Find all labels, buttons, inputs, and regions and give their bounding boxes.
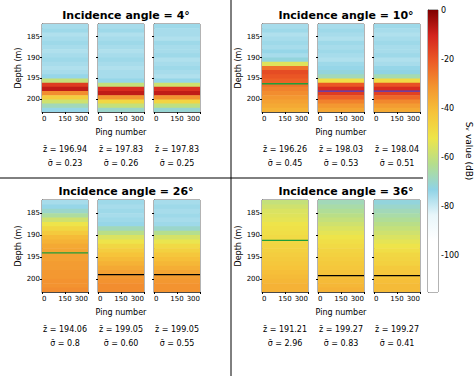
svg-text:150: 150 [390,115,403,123]
svg-text:z̄ = 194.06: z̄ = 194.06 [43,325,87,334]
svg-text:-80: -80 [441,202,454,211]
svg-text:Ping number: Ping number [316,128,367,137]
svg-text:190: 190 [27,231,40,239]
svg-text:195: 195 [247,74,260,82]
svg-text:300: 300 [351,295,364,303]
svg-text:Incidence angle = 26°: Incidence angle = 26° [58,185,193,198]
svg-text:0: 0 [441,6,446,15]
svg-text:300: 300 [75,295,88,303]
svg-text:0: 0 [262,115,266,123]
svg-text:Incidence angle = 36°: Incidence angle = 36° [278,185,413,198]
svg-text:300: 300 [187,295,200,303]
svg-text:σ̄ = 0.51: σ̄ = 0.51 [380,159,415,168]
svg-text:σ̄ = 0.25: σ̄ = 0.25 [160,159,195,168]
svg-text:Ping number: Ping number [96,308,147,317]
svg-text:195: 195 [247,253,260,261]
svg-text:σ̄ = 0.45: σ̄ = 0.45 [268,159,303,168]
svg-text:-40: -40 [441,104,454,113]
svg-text:190: 190 [247,54,260,62]
svg-text:0: 0 [154,115,158,123]
svg-text:z̄ = 198.04: z̄ = 198.04 [375,145,419,154]
svg-text:150: 150 [114,115,127,123]
svg-text:Depth (m): Depth (m) [14,48,23,89]
svg-text:0: 0 [42,295,46,303]
svg-text:200: 200 [247,275,260,283]
svg-text:0: 0 [154,295,158,303]
svg-text:150: 150 [58,295,71,303]
svg-text:-60: -60 [441,153,454,162]
svg-text:300: 300 [131,115,144,123]
svg-text:300: 300 [295,295,308,303]
svg-text:Incidence angle = 10°: Incidence angle = 10° [278,9,413,22]
svg-text:150: 150 [278,295,291,303]
svg-text:σ̄ = 0.83: σ̄ = 0.83 [324,339,359,348]
svg-text:190: 190 [27,54,40,62]
svg-text:σ̄ = 0.23: σ̄ = 0.23 [48,159,83,168]
svg-text:185: 185 [27,209,40,217]
svg-text:z̄ = 196.26: z̄ = 196.26 [263,145,307,154]
svg-text:0: 0 [42,115,46,123]
svg-text:300: 300 [187,115,200,123]
svg-text:0: 0 [262,295,266,303]
svg-text:195: 195 [27,74,40,82]
svg-text:0: 0 [98,295,102,303]
svg-text:300: 300 [407,115,420,123]
svg-text:300: 300 [351,115,364,123]
svg-text:200: 200 [247,95,260,103]
svg-text:150: 150 [114,295,127,303]
svg-text:300: 300 [407,295,420,303]
svg-text:σ̄ = 0.60: σ̄ = 0.60 [104,339,139,348]
svg-text:185: 185 [27,33,40,41]
svg-text:σ̄ = 0.41: σ̄ = 0.41 [380,339,415,348]
svg-text:z̄ = 199.05: z̄ = 199.05 [99,325,143,334]
svg-text:150: 150 [390,295,403,303]
svg-text:0: 0 [318,115,322,123]
svg-text:z̄ = 191.21: z̄ = 191.21 [263,325,307,334]
svg-text:Depth (m): Depth (m) [234,48,243,89]
svg-text:Depth (m): Depth (m) [234,226,243,267]
svg-text:0: 0 [98,115,102,123]
svg-text:0: 0 [374,295,378,303]
svg-text:z̄ = 197.83: z̄ = 197.83 [155,145,199,154]
svg-text:-20: -20 [441,55,454,64]
svg-text:150: 150 [334,115,347,123]
svg-text:σ̄ = 0.53: σ̄ = 0.53 [324,159,359,168]
svg-text:150: 150 [170,295,183,303]
svg-text:300: 300 [131,295,144,303]
svg-text:0: 0 [374,115,378,123]
svg-text:150: 150 [58,115,71,123]
svg-text:z̄ = 199.27: z̄ = 199.27 [375,325,419,334]
svg-text:300: 300 [295,115,308,123]
svg-text:185: 185 [247,209,260,217]
svg-text:195: 195 [27,253,40,261]
svg-text:σ̄ = 0.26: σ̄ = 0.26 [104,159,139,168]
svg-text:σ̄ = 0.55: σ̄ = 0.55 [160,339,195,348]
svg-text:300: 300 [75,115,88,123]
svg-text:Incidence angle = 4°: Incidence angle = 4° [62,9,190,22]
svg-text:200: 200 [27,95,40,103]
svg-text:0: 0 [318,295,322,303]
svg-text:200: 200 [27,275,40,283]
svg-text:Sᵥ value (dB): Sᵥ value (dB) [464,122,474,181]
svg-text:190: 190 [247,231,260,239]
svg-text:Ping number: Ping number [96,128,147,137]
svg-text:z̄ = 197.83: z̄ = 197.83 [99,145,143,154]
svg-text:z̄ = 198.03: z̄ = 198.03 [319,145,363,154]
svg-text:150: 150 [278,115,291,123]
svg-text:Ping number: Ping number [316,308,367,317]
svg-text:Depth (m): Depth (m) [14,226,23,267]
svg-text:z̄ = 199.27: z̄ = 199.27 [319,325,363,334]
svg-text:185: 185 [247,33,260,41]
svg-text:z̄ = 196.94: z̄ = 196.94 [43,145,87,154]
svg-text:σ̄ = 0.8: σ̄ = 0.8 [50,339,80,348]
svg-text:z̄ = 199.05: z̄ = 199.05 [155,325,199,334]
svg-text:-100: -100 [441,251,459,260]
svg-text:σ̄ = 2.96: σ̄ = 2.96 [268,339,303,348]
svg-text:150: 150 [170,115,183,123]
svg-text:150: 150 [334,295,347,303]
